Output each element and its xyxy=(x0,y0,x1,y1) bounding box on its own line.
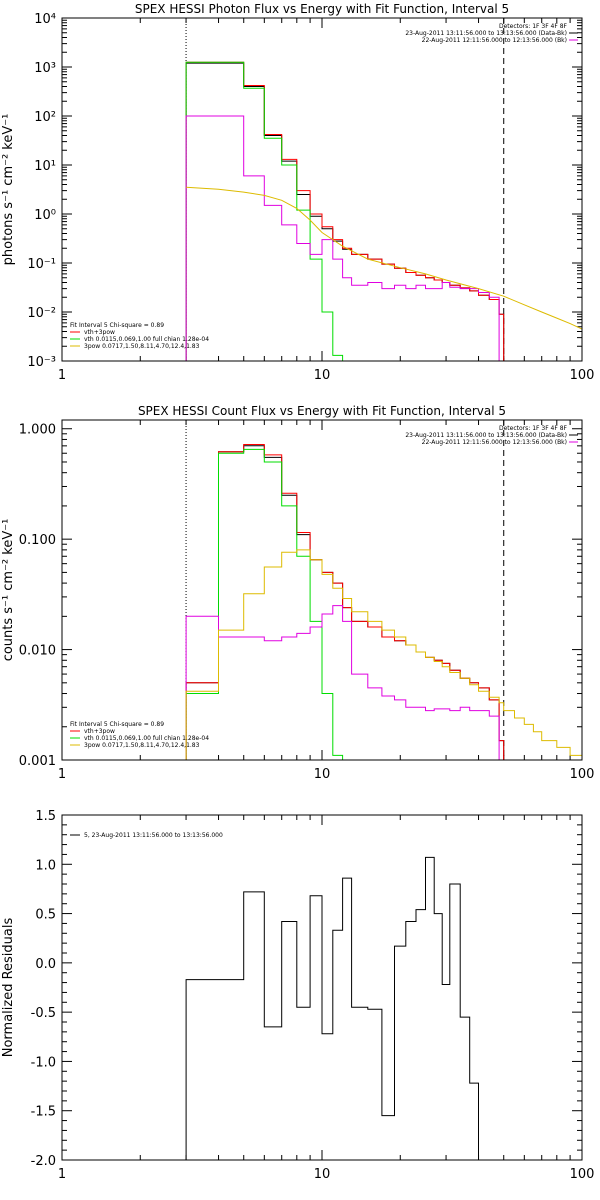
photon-header-line: Detectors: 1F 3F 4F 8F xyxy=(499,23,568,30)
resid-y-ticks xyxy=(62,814,582,1161)
resid-panel: Normalized Residuals 1 10 100 -2.0 -1.5 -1.0 -0… xyxy=(1,809,595,1182)
count-series-3 xyxy=(185,605,505,760)
photon-header-line: 23-Aug-2011 13:11:56.000 to 13:13:56.000… xyxy=(405,30,567,37)
count-y-tick-label: 0.100 xyxy=(19,533,56,548)
photon-series-1 xyxy=(185,61,505,361)
count-legend-line: vth 0.0115,0.069,1.00 full chian 1.28e-0… xyxy=(84,735,209,742)
count-series-4 xyxy=(185,549,582,760)
resid-x-tick-label: 10 xyxy=(314,1167,331,1182)
photon-y-tick-label: 10⁴ xyxy=(34,12,56,27)
photon-x-tick-label: 1 xyxy=(58,368,66,383)
resid-x-ticks xyxy=(61,815,571,1160)
count-legend-line: 3pow 0.0717,1.50,8.11,4.70,12.4,1.83 xyxy=(84,742,200,749)
count-legend-line: vth+3pow xyxy=(84,728,115,735)
count-y-tick-label: 0.001 xyxy=(19,754,56,769)
count-y-ticks xyxy=(62,428,582,761)
count-plot-area xyxy=(185,420,582,760)
photon-y-tick-label: 10¹ xyxy=(34,159,56,174)
photon-series-0 xyxy=(185,62,505,361)
count-y-tick-label: 1.000 xyxy=(19,423,56,438)
count-y-axis-label: counts s⁻¹ cm⁻² keV⁻¹ xyxy=(1,519,16,662)
resid-x-tick-label: 1 xyxy=(58,1167,66,1182)
count-series-2 xyxy=(185,448,344,760)
count-x-tick-label: 100 xyxy=(570,767,595,782)
count-panel: SPEX HESSI Count Flux vs Energy with Fit… xyxy=(1,404,595,782)
photon-legend-line: vth+3pow xyxy=(84,329,115,336)
resid-y-tick-label: 0.5 xyxy=(35,908,56,923)
resid-series-0 xyxy=(185,856,505,1160)
count-header-line: Detectors: 1F 3F 4F 8F xyxy=(499,425,568,432)
count-x-ticks xyxy=(61,420,571,760)
count-frame xyxy=(61,419,583,761)
photon-title: SPEX HESSI Photon Flux vs Energy with Fi… xyxy=(135,2,509,16)
resid-y-tick-label: -0.5 xyxy=(31,1006,56,1021)
resid-frame xyxy=(61,814,583,1161)
count-y-tick-label: 0.010 xyxy=(19,644,56,659)
photon-legend-line: vth 0.0115,0.069,1.00 full chian 1.28e-0… xyxy=(84,336,209,343)
photon-series-3 xyxy=(185,115,505,361)
resid-y-tick-label: -1.0 xyxy=(31,1055,56,1070)
count-series-1 xyxy=(185,444,505,760)
resid-x-tick-label: 100 xyxy=(570,1167,595,1182)
photon-x-tick-label: 100 xyxy=(570,368,595,383)
photon-header-line: 22-Aug-2011 12:11:56.000 to 12:13:56.000… xyxy=(422,37,567,44)
photon-panel: SPEX HESSI Photon Flux vs Energy with Fi… xyxy=(1,2,595,383)
count-header-line: 23-Aug-2011 13:11:56.000 to 13:13:56.000… xyxy=(405,432,567,439)
photon-x-tick-label: 10 xyxy=(314,368,331,383)
count-x-tick-label: 10 xyxy=(314,767,331,782)
photon-y-tick-label: 10⁻¹ xyxy=(27,257,56,272)
count-series-0 xyxy=(185,445,505,760)
photon-y-tick-label: 10⁻³ xyxy=(27,355,56,370)
count-x-tick-label: 1 xyxy=(58,767,66,782)
resid-y-tick-label: -2.0 xyxy=(31,1154,56,1169)
resid-legend-line: 5, 23-Aug-2011 13:11:56.000 to 13:13:56.… xyxy=(84,832,223,839)
photon-y-tick-label: 10⁰ xyxy=(34,208,56,223)
photon-frame xyxy=(61,17,583,362)
resid-y-tick-label: 0.0 xyxy=(35,957,56,972)
photon-y-tick-label: 10² xyxy=(34,110,56,125)
photon-y-tick-label: 10³ xyxy=(34,61,56,76)
photon-legend-line: Fit Interval 5 Chi-square = 0.89 xyxy=(70,322,164,329)
count-header-line: 22-Aug-2011 12:11:56.000 to 12:13:56.000… xyxy=(422,439,567,446)
photon-y-axis-label: photons s⁻¹ cm⁻² keV⁻¹ xyxy=(1,114,16,266)
count-title: SPEX HESSI Count Flux vs Energy with Fit… xyxy=(138,404,506,418)
photon-y-tick-label: 10⁻² xyxy=(27,306,56,321)
count-legend-line: Fit Interval 5 Chi-square = 0.89 xyxy=(70,721,164,728)
photon-legend-line: 3pow 0.0717,1.50,8.11,4.70,12.4,1.83 xyxy=(84,343,200,350)
resid-y-tick-label: 1.0 xyxy=(35,858,56,873)
resid-plot-area xyxy=(185,856,505,1160)
resid-y-tick-label: 1.5 xyxy=(35,809,56,824)
resid-y-tick-label: -1.5 xyxy=(31,1105,56,1120)
photon-series-4 xyxy=(186,186,582,330)
photon-x-ticks xyxy=(61,18,571,361)
photon-plot-area xyxy=(185,18,582,361)
resid-y-axis-label: Normalized Residuals xyxy=(1,918,16,1058)
photon-series-2 xyxy=(185,61,344,361)
